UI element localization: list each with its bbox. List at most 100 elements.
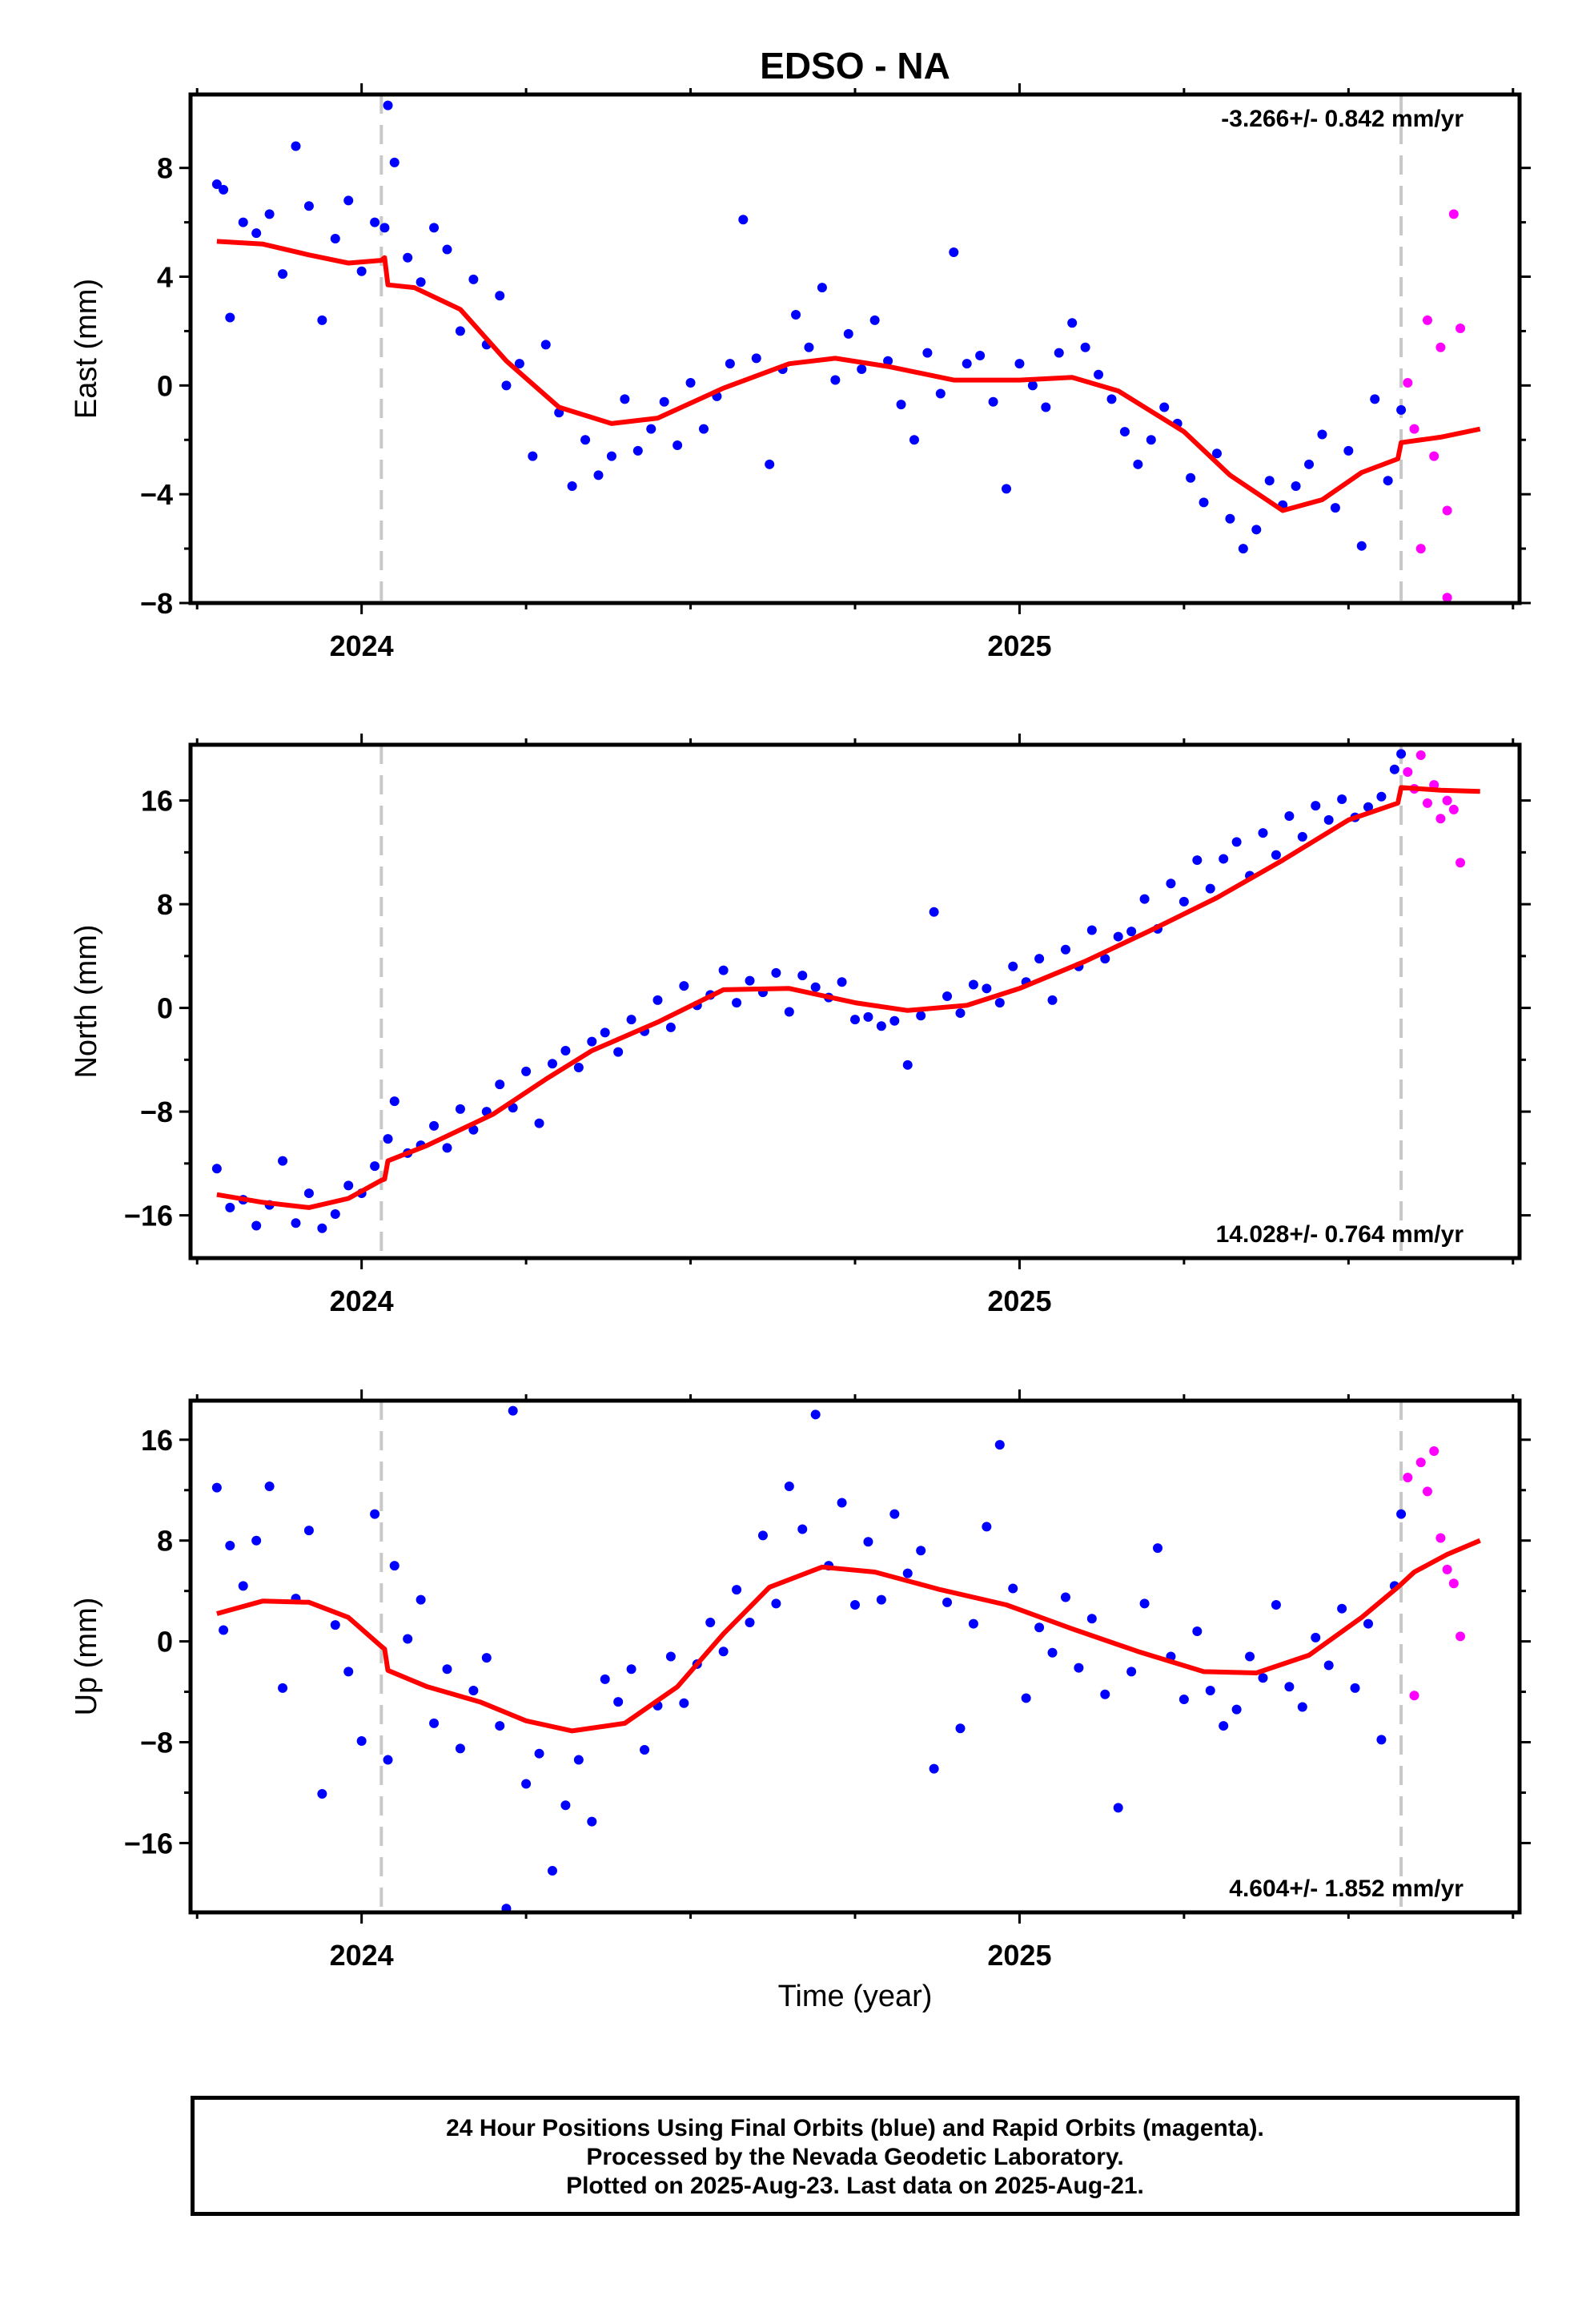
north-final-point-77: [1219, 854, 1229, 864]
north-final-point-40: [732, 998, 742, 1008]
east-final-point-89: [1343, 445, 1354, 456]
up-rapid-point-2: [1415, 1458, 1426, 1468]
up-final-point-8: [303, 1526, 314, 1536]
north-final-point-64: [1047, 995, 1058, 1005]
east-final-point-77: [1186, 472, 1196, 483]
east-final-point-80: [1225, 513, 1235, 524]
east-final-point-34: [620, 394, 630, 404]
east-final-point-17: [403, 252, 413, 263]
north-final-point-58: [968, 979, 978, 990]
panel-east: 8 4 0 −4 −8 2024 2025 East (mm) -3.266+/- 0.842 …: [70, 83, 1531, 662]
north-xtick-label-1: 2025: [987, 1285, 1051, 1317]
north-final-point-56: [942, 991, 953, 1002]
up-final-point-80: [1231, 1704, 1242, 1715]
north-final-point-85: [1323, 814, 1334, 825]
east-final-point-73: [1133, 459, 1143, 469]
footer-line-1: 24 Hour Positions Using Final Orbits (bl…: [446, 2115, 1264, 2141]
up-final-point-30: [573, 1755, 584, 1765]
up-xtick-label-0: 2024: [330, 1939, 394, 1972]
up-final-point-79: [1219, 1721, 1229, 1731]
up-final-point-83: [1271, 1599, 1281, 1610]
north-final-point-60: [994, 998, 1005, 1008]
east-final-point-65: [1027, 380, 1038, 391]
east-final-point-59: [949, 247, 959, 257]
east-final-point-70: [1094, 369, 1104, 380]
east-final-point-87: [1317, 429, 1327, 440]
up-final-point-14: [383, 1755, 393, 1765]
north-final-point-41: [745, 975, 755, 986]
north-final-point-30: [600, 1027, 610, 1038]
up-final-point-77: [1192, 1626, 1203, 1637]
east-final-point-47: [791, 310, 801, 320]
east-final-point-19: [429, 223, 440, 233]
up-final-point-65: [1034, 1622, 1045, 1633]
east-final-point-18: [416, 277, 426, 287]
north-final-point-67: [1086, 925, 1097, 935]
north-ytick-label-0: 16: [141, 785, 173, 818]
up-final-point-58: [942, 1597, 953, 1607]
up-final-point-0: [211, 1482, 222, 1493]
up-final-point-56: [916, 1546, 926, 1556]
east-ytick-label-3: −4: [140, 478, 173, 511]
up-final-point-73: [1139, 1598, 1150, 1609]
up-final-point-37: [665, 1651, 676, 1662]
east-rapid-point-4: [1429, 451, 1439, 461]
up-final-point-27: [534, 1748, 544, 1759]
north-final-point-43: [771, 967, 781, 978]
east-final-point-15: [383, 100, 393, 111]
north-final-point-48: [837, 977, 847, 987]
up-final-point-5: [264, 1482, 275, 1492]
up-final-point-64: [1021, 1693, 1031, 1703]
north-final-point-54: [916, 1011, 926, 1021]
up-fit-line: [216, 1538, 1481, 1734]
east-final-point-21: [455, 326, 465, 336]
up-ytick-label-2: 0: [157, 1626, 173, 1659]
north-ytick-label-1: 8: [157, 888, 173, 921]
east-data-layer: [211, 100, 1481, 603]
up-final-point-57: [929, 1763, 939, 1774]
north-final-point-73: [1166, 879, 1176, 889]
east-final-point-33: [606, 451, 616, 461]
north-rapid-point-7: [1448, 804, 1459, 814]
east-final-point-54: [883, 356, 893, 366]
east-final-point-50: [830, 375, 841, 385]
up-rapid-point-4: [1429, 1445, 1439, 1456]
up-ytick-label-3: −8: [140, 1727, 173, 1759]
east-final-point-85: [1291, 480, 1301, 491]
east-final-point-2: [225, 312, 235, 323]
north-final-point-68: [1100, 954, 1110, 964]
up-final-point-50: [837, 1498, 847, 1508]
east-ylabel: East (mm): [70, 279, 103, 419]
panels-group: 8 4 0 −4 −8 2024 2025 East (mm) -3.266+/- 0.842 …: [70, 83, 1531, 2013]
east-final-point-5: [264, 209, 275, 219]
north-ytick-label-2: 0: [157, 992, 173, 1025]
east-final-point-60: [962, 359, 972, 369]
east-xtick-label-1: 2025: [987, 629, 1051, 662]
up-final-point-74: [1153, 1543, 1163, 1554]
east-fit-line: [216, 239, 1481, 513]
east-rapid-point-9: [1442, 593, 1452, 603]
up-final-point-38: [679, 1698, 689, 1708]
up-final-point-33: [613, 1697, 624, 1707]
up-final-point-41: [718, 1647, 729, 1657]
east-final-point-82: [1251, 525, 1262, 535]
north-final-point-74: [1178, 896, 1189, 907]
east-final-point-56: [909, 435, 919, 445]
north-final-point-12: [370, 1161, 380, 1172]
north-final-point-31: [613, 1047, 624, 1057]
east-final-point-63: [1002, 484, 1012, 494]
up-final-point-81: [1245, 1651, 1255, 1662]
east-final-point-25: [501, 380, 512, 391]
up-final-point-63: [1008, 1583, 1018, 1594]
up-final-point-15: [389, 1561, 400, 1571]
footer-line-3: Plotted on 2025-Aug-23. Last data on 202…: [566, 2173, 1144, 2199]
north-final-point-89: [1376, 791, 1387, 802]
north-final-point-50: [863, 1011, 873, 1022]
north-final-point-18: [442, 1143, 452, 1153]
up-final-point-2: [225, 1540, 235, 1550]
up-rapid-point-5: [1435, 1533, 1446, 1543]
up-final-point-20: [455, 1743, 465, 1754]
gps-timeseries-figure: EDSO - NA 8 4 0 −4 −8 2024 2025 East (mm) -3.266…: [70, 45, 1531, 2013]
north-final-point-36: [679, 981, 689, 991]
north-final-point-75: [1192, 855, 1203, 866]
